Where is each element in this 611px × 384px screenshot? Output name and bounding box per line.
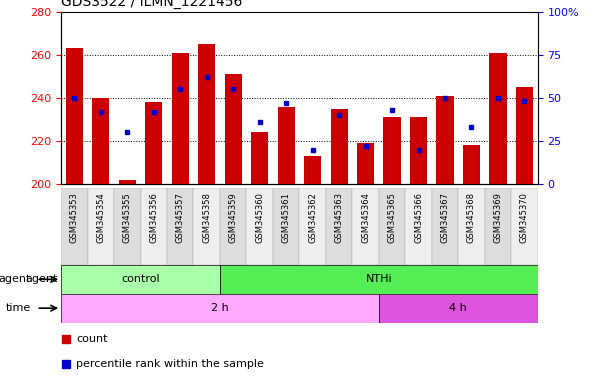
Bar	[87, 188, 114, 265]
Bar	[353, 188, 379, 265]
Text: GSM345355: GSM345355	[123, 192, 132, 243]
Bar	[198, 44, 215, 184]
Bar	[326, 188, 353, 265]
Text: GSM345369: GSM345369	[494, 192, 502, 243]
Text: NTHi: NTHi	[365, 274, 392, 285]
Text: GSM345367: GSM345367	[441, 192, 450, 243]
Text: agent: agent	[26, 274, 58, 285]
Bar	[485, 188, 511, 265]
Text: GSM345370: GSM345370	[520, 192, 529, 243]
Bar	[220, 188, 246, 265]
Text: GSM345362: GSM345362	[308, 192, 317, 243]
Text: count: count	[76, 334, 108, 344]
Bar	[114, 188, 141, 265]
Bar	[304, 156, 321, 184]
Bar	[357, 143, 374, 184]
Text: agent: agent	[0, 274, 31, 285]
Text: 4 h: 4 h	[449, 303, 467, 313]
Bar	[299, 188, 326, 265]
Text: GSM345359: GSM345359	[229, 192, 238, 243]
Text: GSM345356: GSM345356	[149, 192, 158, 243]
Bar	[277, 107, 295, 184]
Bar	[61, 188, 87, 265]
Bar	[172, 53, 189, 184]
Bar	[273, 188, 299, 265]
Text: GSM345360: GSM345360	[255, 192, 264, 243]
Text: time: time	[5, 303, 31, 313]
Bar	[61, 294, 379, 323]
Bar	[405, 188, 432, 265]
Text: GSM345357: GSM345357	[176, 192, 185, 243]
Text: GSM345358: GSM345358	[202, 192, 211, 243]
Bar	[516, 87, 533, 184]
Bar	[489, 53, 507, 184]
Bar	[220, 265, 538, 294]
Text: GSM345353: GSM345353	[70, 192, 79, 243]
Bar	[141, 188, 167, 265]
Bar	[61, 265, 220, 294]
Text: control: control	[121, 274, 160, 285]
Bar	[458, 188, 485, 265]
Bar	[225, 74, 242, 184]
Bar	[511, 188, 538, 265]
Bar	[379, 294, 538, 323]
Text: GSM345364: GSM345364	[361, 192, 370, 243]
Text: GDS3522 / ILMN_1221456: GDS3522 / ILMN_1221456	[61, 0, 243, 9]
Bar	[145, 102, 163, 184]
Text: GSM345363: GSM345363	[335, 192, 343, 243]
Bar	[463, 146, 480, 184]
Bar	[167, 188, 194, 265]
Text: GSM345365: GSM345365	[387, 192, 397, 243]
Bar	[246, 188, 273, 265]
Text: 2 h: 2 h	[211, 303, 229, 313]
Bar	[66, 48, 83, 184]
Bar	[194, 188, 220, 265]
Text: GSM345361: GSM345361	[282, 192, 291, 243]
Bar	[379, 188, 405, 265]
Bar	[92, 98, 109, 184]
Text: percentile rank within the sample: percentile rank within the sample	[76, 359, 264, 369]
Bar	[384, 118, 401, 184]
Bar	[432, 188, 458, 265]
Text: GSM345366: GSM345366	[414, 192, 423, 243]
Bar	[436, 96, 453, 184]
Text: GSM345354: GSM345354	[97, 192, 105, 243]
Bar	[410, 118, 427, 184]
Bar	[251, 132, 268, 184]
Bar	[331, 109, 348, 184]
Bar	[119, 180, 136, 184]
Text: GSM345368: GSM345368	[467, 192, 476, 243]
